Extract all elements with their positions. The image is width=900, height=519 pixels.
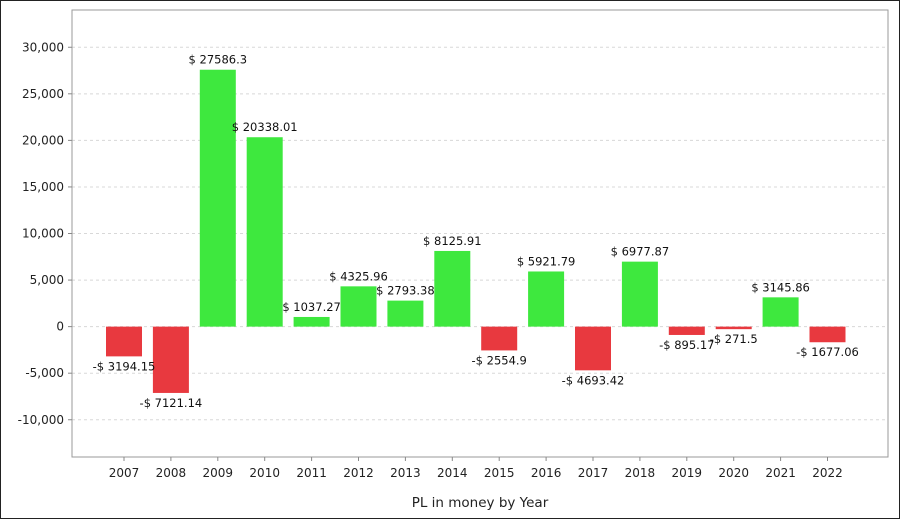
bar-2017 <box>575 326 611 371</box>
data-label: -$ 4693.42 <box>562 373 625 387</box>
x-tick-label: 2012 <box>343 466 374 480</box>
y-tick-label: 5,000 <box>30 273 64 287</box>
data-label: $ 20338.01 <box>232 120 298 134</box>
x-tick-label: 2010 <box>249 466 280 480</box>
bar-2014 <box>434 250 471 327</box>
bar-2018 <box>621 261 658 327</box>
y-tick-label: -10,000 <box>18 413 64 427</box>
data-label: -$ 1677.06 <box>796 345 859 359</box>
data-label: $ 6977.87 <box>611 245 670 259</box>
x-tick-label: 2021 <box>765 466 796 480</box>
data-label: -$ 895.17 <box>659 338 714 352</box>
x-tick-label: 2015 <box>484 466 515 480</box>
data-labels: -$ 3194.15 -$ 7121.14 $ 27586.3 $ 20338.01 $… <box>93 53 859 410</box>
data-label: -$ 3194.15 <box>93 359 156 373</box>
y-axis-tick-labels: -10,000 -5,000 0 5,000 10,000 15,000 20,000 25,… <box>18 40 72 427</box>
x-axis-tick-labels: 2007 2008 2009 2010 2011 2012 2013 2014 2015 2016… <box>109 457 843 480</box>
data-label: $ 8125.91 <box>423 234 482 248</box>
x-tick-label: 2019 <box>672 466 703 480</box>
bar-2010 <box>246 137 283 327</box>
x-tick-label: 2008 <box>156 466 187 480</box>
data-label: $ 5921.79 <box>517 254 576 268</box>
data-label: -$ 271.5 <box>710 332 758 346</box>
data-label: -$ 7121.14 <box>140 396 203 410</box>
x-tick-label: 2013 <box>390 466 421 480</box>
x-tick-label: 2018 <box>625 466 656 480</box>
y-tick-label: 15,000 <box>22 180 64 194</box>
x-axis-title: PL in money by Year <box>412 495 549 511</box>
x-tick-label: 2011 <box>296 466 327 480</box>
bar-2013 <box>387 300 424 327</box>
data-label: $ 27586.3 <box>189 53 248 67</box>
x-tick-label: 2017 <box>578 466 609 480</box>
gridlines <box>72 46 888 421</box>
x-tick-label: 2009 <box>203 466 234 480</box>
y-tick-label: -5,000 <box>25 366 64 380</box>
y-tick-label: 10,000 <box>22 227 64 241</box>
x-tick-label: 2014 <box>437 466 468 480</box>
x-tick-label: 2016 <box>531 466 562 480</box>
data-label: -$ 2554.9 <box>472 353 527 367</box>
bar-2009 <box>199 69 236 327</box>
data-label: $ 1037.27 <box>282 300 341 314</box>
bar-2015 <box>481 326 518 351</box>
bar-2016 <box>528 271 565 327</box>
y-tick-label: 0 <box>56 320 64 334</box>
bar-2022 <box>809 326 846 343</box>
bar-2007 <box>106 326 142 357</box>
bar-2020 <box>715 326 752 330</box>
data-label: $ 4325.96 <box>329 269 388 283</box>
y-tick-label: 30,000 <box>22 40 64 54</box>
y-tick-label: 25,000 <box>22 87 64 101</box>
data-label: $ 2793.38 <box>376 284 435 298</box>
bar-2011 <box>293 316 330 327</box>
x-tick-label: 2022 <box>812 466 843 480</box>
x-tick-label: 2007 <box>109 466 140 480</box>
bar-2012 <box>340 286 377 327</box>
data-label: $ 3145.86 <box>751 280 810 294</box>
bars <box>106 69 846 393</box>
y-tick-label: 20,000 <box>22 133 64 147</box>
bar-2008 <box>152 326 189 393</box>
x-tick-label: 2020 <box>718 466 749 480</box>
bar-2021 <box>762 297 799 327</box>
bar-2019 <box>668 326 705 335</box>
